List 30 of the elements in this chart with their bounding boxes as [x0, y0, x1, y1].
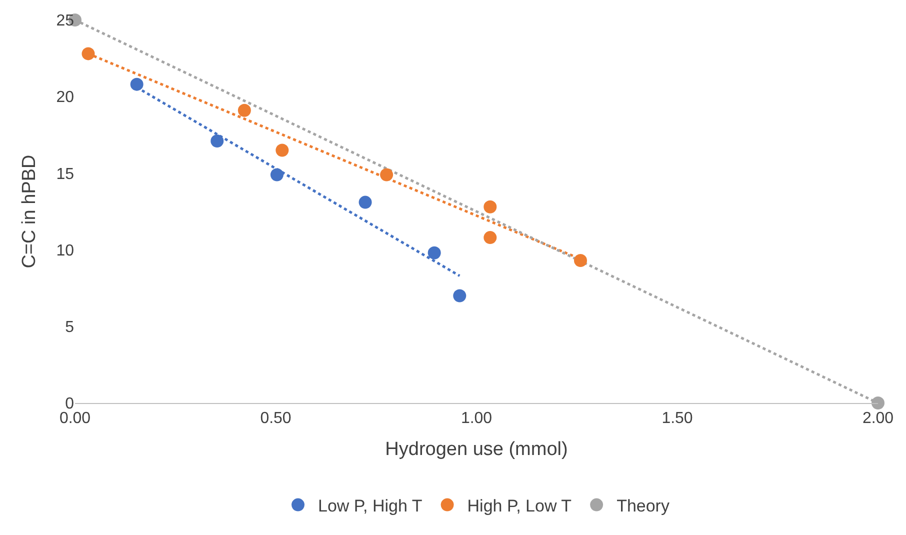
x-tick-label: 1.50: [662, 410, 693, 428]
y-axis-title: C=C in hPBD: [19, 154, 40, 268]
point: [380, 168, 394, 182]
x-tick-label: 0.50: [260, 410, 292, 428]
x-tick-label: 2.00: [862, 410, 894, 428]
y-tick-label: 15: [56, 166, 74, 183]
point: [358, 196, 372, 209]
point: [82, 47, 95, 60]
legend-label: High P, Low T: [467, 496, 572, 516]
y-tick-label: 20: [56, 89, 74, 106]
point: [574, 254, 587, 268]
x-axis-title: Hydrogen use (mmol): [385, 439, 568, 460]
point: [238, 104, 251, 117]
y-tick-label: 25: [56, 12, 74, 30]
point: [130, 78, 144, 91]
y-tick-label: 5: [65, 319, 74, 336]
point: [210, 134, 224, 148]
legend-label: Theory: [616, 496, 670, 516]
point: [428, 246, 441, 260]
y-tick-label: 0: [65, 396, 74, 413]
point: [276, 144, 289, 157]
point: [484, 231, 497, 244]
x-tick-label: 0.00: [59, 410, 91, 428]
point: [270, 168, 284, 182]
point: [872, 396, 884, 410]
point: [453, 289, 466, 302]
y-tick-label: 10: [56, 242, 74, 260]
point: [484, 200, 497, 214]
x-tick-label: 1.00: [460, 410, 492, 428]
legend-label: Low P, High T: [318, 496, 422, 516]
